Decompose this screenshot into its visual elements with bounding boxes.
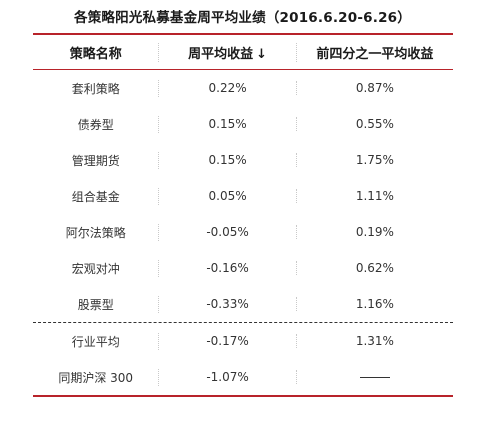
cell-weekly-return: 0.22% — [159, 81, 297, 95]
table-row: 同期沪深 300 -1.07% — [33, 359, 453, 395]
table-row: 行业平均 -0.17% 1.31% — [33, 323, 453, 359]
table-title: 各策略阳光私募基金周平均业绩（2016.6.20-6.26） — [74, 10, 411, 26]
cell-weekly-return: -1.07% — [159, 370, 297, 384]
cell-strategy: 阿尔法策略 — [33, 223, 160, 241]
cell-strategy: 宏观对冲 — [33, 259, 160, 277]
sort-down-icon: ↓ — [256, 46, 268, 62]
empty-value-dash — [359, 377, 390, 378]
cell-strategy: 套利策略 — [33, 79, 160, 97]
cell-top-quartile: 0.55% — [355, 117, 394, 131]
cell-weekly-return: -0.16% — [159, 261, 297, 275]
performance-table: 策略名称 周平均收益 ↓ 前四分之一平均收益 套利策略 0.22% 0.87% 债券型 0… — [33, 33, 453, 397]
table-row: 股票型 -0.33% 1.16% — [33, 286, 453, 322]
cell-strategy: 组合基金 — [33, 187, 160, 205]
cell-weekly-return: 0.15% — [159, 153, 297, 167]
table-row: 套利策略 0.22% 0.87% — [33, 70, 453, 106]
header-strategy: 策略名称 — [33, 42, 160, 62]
cell-top-quartile: 1.11% — [355, 189, 394, 203]
cell-weekly-return: 0.15% — [159, 117, 297, 131]
header-weekly-return[interactable]: 周平均收益 ↓ — [159, 42, 297, 62]
table-row: 宏观对冲 -0.16% 0.62% — [33, 250, 453, 286]
summary-rows: 行业平均 -0.17% 1.31% 同期沪深 300 -1.07% — [33, 323, 453, 395]
header-weekly-return-label: 周平均收益 — [188, 46, 254, 62]
table-row: 阿尔法策略 -0.05% 0.19% — [33, 214, 453, 250]
cell-weekly-return: -0.33% — [159, 297, 297, 311]
cell-top-quartile: 0.62% — [355, 261, 394, 275]
table-row: 债券型 0.15% 0.55% — [33, 106, 453, 142]
table-header: 策略名称 周平均收益 ↓ 前四分之一平均收益 — [33, 35, 453, 69]
dashed-separator — [33, 322, 453, 323]
main-rows: 套利策略 0.22% 0.87% 债券型 0.15% 0.55% 管理期货 0.15% 1.75… — [33, 70, 453, 322]
cell-strategy: 债券型 — [33, 115, 160, 133]
table-row: 管理期货 0.15% 1.75% — [33, 142, 453, 178]
cell-top-quartile: 0.87% — [355, 81, 394, 95]
cell-strategy: 管理期货 — [33, 151, 160, 169]
cell-top-quartile: 0.19% — [355, 225, 394, 239]
table-row: 组合基金 0.05% 1.11% — [33, 178, 453, 214]
header-rule — [33, 69, 453, 70]
top-rule — [33, 33, 453, 35]
cell-strategy: 股票型 — [33, 295, 160, 313]
cell-weekly-return: -0.05% — [159, 225, 297, 239]
cell-weekly-return: -0.17% — [159, 334, 297, 348]
cell-strategy: 行业平均 — [33, 332, 160, 350]
cell-top-quartile: 1.16% — [355, 297, 394, 311]
cell-top-quartile: 1.75% — [355, 153, 394, 167]
cell-strategy: 同期沪深 300 — [33, 368, 160, 386]
header-top-quartile: 前四分之一平均收益 — [316, 46, 434, 62]
bottom-rule — [33, 395, 453, 397]
cell-top-quartile: 1.31% — [355, 334, 394, 348]
cell-weekly-return: 0.05% — [159, 189, 297, 203]
cell-top-quartile — [297, 370, 453, 384]
